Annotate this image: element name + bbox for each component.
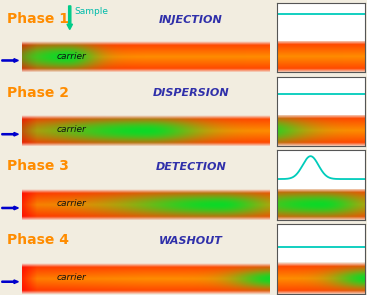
Text: carrier: carrier: [57, 52, 87, 61]
Text: Sample: Sample: [74, 7, 108, 17]
Text: carrier: carrier: [57, 273, 87, 282]
Text: Phase 1: Phase 1: [7, 12, 69, 26]
Text: Phase 3: Phase 3: [7, 159, 69, 173]
Text: DETECTION: DETECTION: [156, 162, 226, 172]
Text: carrier: carrier: [57, 199, 87, 208]
Text: DISPERSION: DISPERSION: [153, 88, 229, 99]
Text: Phase 4: Phase 4: [7, 233, 69, 247]
Text: Phase 2: Phase 2: [7, 86, 69, 99]
Text: INJECTION: INJECTION: [159, 15, 223, 25]
Text: carrier: carrier: [57, 125, 87, 135]
Text: WASHOUT: WASHOUT: [159, 236, 223, 246]
